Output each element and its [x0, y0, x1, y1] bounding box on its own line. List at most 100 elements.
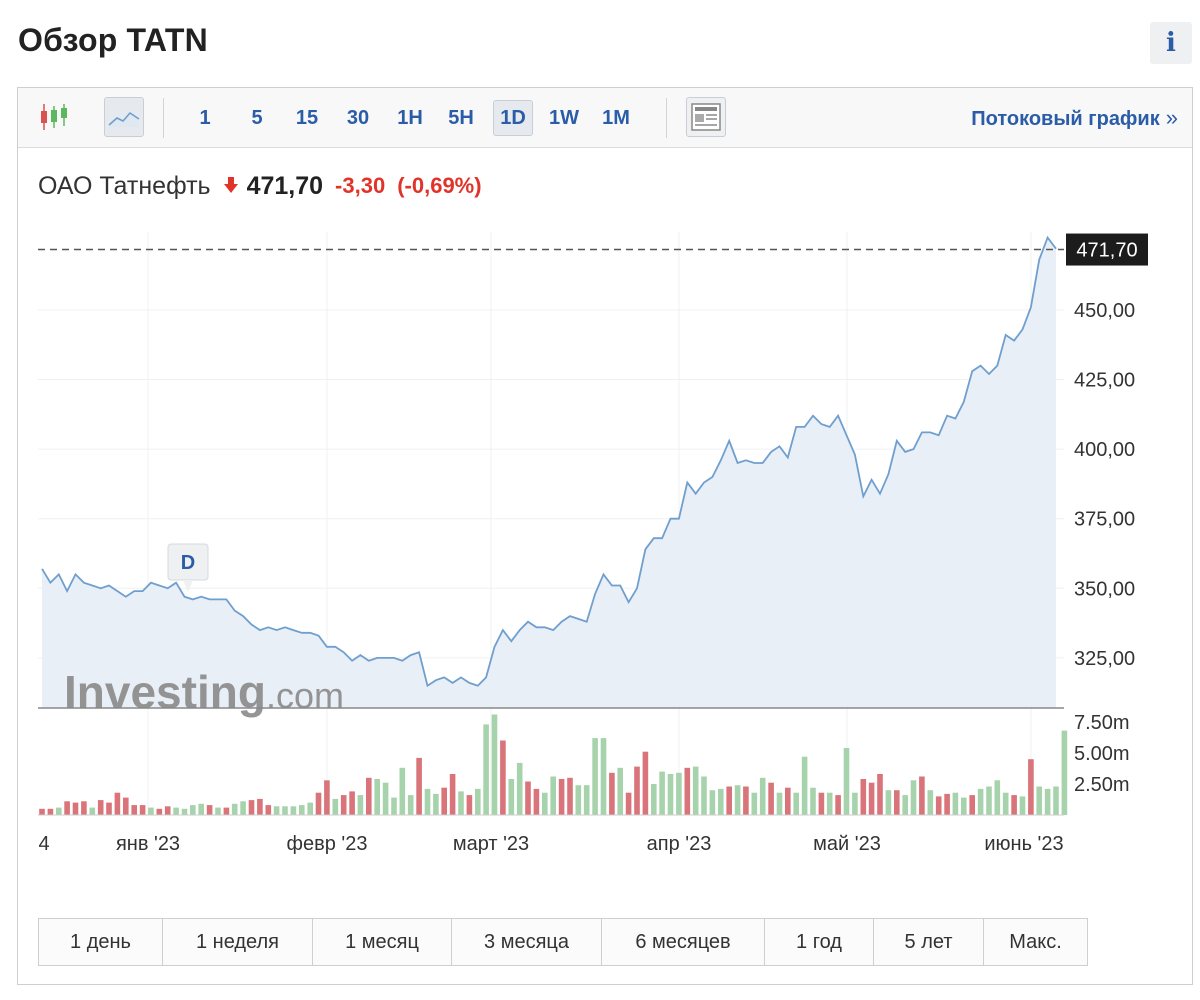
- page-title: Обзор TATN: [18, 22, 208, 58]
- volume-bar: [391, 797, 397, 815]
- volume-bar: [558, 779, 565, 815]
- volume-bar: [994, 780, 1001, 815]
- volume-bar: [156, 808, 163, 815]
- range-1-month[interactable]: 1 месяц: [313, 919, 452, 965]
- volume-bar: [282, 806, 288, 815]
- candlestick-icon[interactable]: [34, 97, 74, 137]
- volume-bar: [701, 776, 707, 815]
- volume-axis-tick-label: 5.00m: [1074, 743, 1130, 765]
- volume-bar: [910, 780, 917, 815]
- volume-bar: [223, 807, 230, 815]
- range-6-months[interactable]: 6 месяцев: [602, 919, 765, 965]
- watermark-suffix: .com: [266, 675, 344, 716]
- range-1-week[interactable]: 1 неделя: [163, 919, 313, 965]
- volume-bar: [1028, 759, 1034, 815]
- volume-bar: [927, 790, 934, 815]
- interval-1w[interactable]: 1W: [549, 107, 579, 129]
- price-line: [41, 235, 1057, 688]
- range-max[interactable]: Макс.: [1009, 931, 1062, 953]
- volume-bar: [919, 776, 925, 815]
- volume-bar: [793, 792, 799, 815]
- volume-bar: [969, 795, 975, 815]
- volume-bar: [542, 792, 548, 815]
- chart-event-marker[interactable]: D: [167, 543, 209, 592]
- chevron-right-icon: »: [1165, 105, 1178, 130]
- info-button[interactable]: i: [1150, 22, 1192, 64]
- volume-bar: [785, 787, 791, 815]
- volume-bar: [139, 805, 146, 815]
- x-axis-tick-label: февр '23: [287, 833, 368, 855]
- volume-bar: [902, 795, 908, 815]
- volume-bar: [692, 766, 699, 815]
- interval-5[interactable]: 5: [251, 107, 263, 129]
- volume-bar: [852, 792, 858, 815]
- volume-bar: [617, 767, 623, 815]
- volume-bar: [357, 795, 364, 815]
- range-3-months[interactable]: 3 месяца: [452, 919, 602, 965]
- price-change-percent: (-0,69%): [397, 173, 482, 198]
- volume-bar: [961, 797, 967, 815]
- interval-1h[interactable]: 1H: [397, 107, 423, 129]
- volume-bar: [634, 766, 640, 815]
- volume-bar: [667, 774, 674, 815]
- volume-bar: [508, 779, 515, 815]
- price-axis-tick-label: 325,00: [1074, 648, 1135, 670]
- range-5-years[interactable]: 5 лет: [874, 919, 984, 965]
- volume-bar: [818, 792, 825, 815]
- volume-bar: [491, 714, 498, 815]
- volume-bar: [885, 790, 892, 815]
- volume-bar: [826, 792, 833, 815]
- volume-bar: [181, 808, 188, 815]
- instrument-name: ОАО Татнефть: [38, 171, 211, 200]
- volume-bar: [416, 757, 422, 815]
- volume-bar: [56, 807, 62, 815]
- volume-bar: [600, 738, 607, 815]
- range-1-day[interactable]: 1 день: [39, 919, 163, 965]
- volume-bar: [307, 802, 313, 815]
- volume-bar: [257, 798, 263, 815]
- volume-bar: [625, 792, 632, 815]
- volume-bar: [734, 785, 741, 815]
- volume-bar: [952, 792, 959, 815]
- axis-labels: 325,00 350,00 375,00 400,00 425,00 450,00 2.50…: [38, 300, 1135, 855]
- volume-bar: [1061, 730, 1068, 815]
- volume-bar: [860, 779, 867, 815]
- volume-bar: [240, 801, 246, 815]
- volume-bar: [550, 776, 556, 815]
- event-marker-label: D: [181, 552, 195, 574]
- price-axis-tick-label: 450,00: [1074, 300, 1135, 322]
- volume-bar: [609, 772, 615, 815]
- volume-bar: [81, 801, 87, 815]
- interval-1d[interactable]: 1D: [493, 100, 533, 136]
- volume-bar: [651, 784, 657, 815]
- news-layout-icon[interactable]: [686, 97, 726, 137]
- volume-bar: [324, 780, 330, 815]
- volume-bar: [483, 724, 489, 815]
- volume-bar: [449, 774, 456, 815]
- watermark-logo: Investing.com: [64, 666, 344, 718]
- last-price: 471,70: [246, 171, 324, 200]
- volume-bar: [97, 800, 104, 815]
- volume-bar: [751, 792, 758, 815]
- x-axis-tick-label: июнь '23: [984, 833, 1063, 855]
- volume-bar: [1002, 792, 1009, 815]
- quote-header: ОАО Татнефть 471,70 -3,30 (-0,69%): [38, 170, 494, 202]
- last-price-box: 471,70: [1066, 233, 1148, 266]
- range-1-year[interactable]: 1 год: [765, 919, 874, 965]
- interval-5h[interactable]: 5H: [448, 107, 474, 129]
- volume-bar: [273, 806, 280, 815]
- price-axis-tick-label: 400,00: [1074, 439, 1135, 461]
- streaming-chart-link[interactable]: Потоковый график»: [971, 100, 1178, 136]
- volume-bar: [894, 790, 900, 815]
- volume-bar: [441, 787, 447, 815]
- volume-bar: [382, 782, 389, 815]
- interval-30[interactable]: 30: [346, 107, 370, 129]
- interval-1[interactable]: 1: [199, 107, 211, 129]
- interval-1m[interactable]: 1M: [602, 107, 630, 129]
- volume-bar: [843, 748, 850, 815]
- volume-bar: [290, 806, 297, 815]
- interval-15[interactable]: 15: [295, 107, 319, 129]
- area-chart-icon[interactable]: [104, 97, 144, 137]
- volume-bar: [106, 802, 112, 815]
